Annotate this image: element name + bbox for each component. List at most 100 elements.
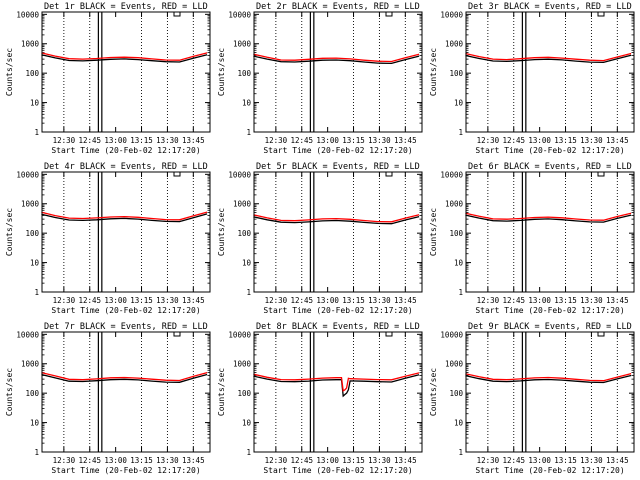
y-axis-label: Counts/sec bbox=[5, 368, 14, 416]
x-axis-label: Start Time (20-Feb-02 12:17:20) bbox=[51, 146, 200, 155]
series-line-events bbox=[41, 373, 208, 383]
x-tick-label: 12:45 bbox=[78, 136, 101, 145]
series-line-lld bbox=[253, 372, 420, 392]
x-tick-label: 13:45 bbox=[394, 456, 417, 465]
x-tick-label: 13:45 bbox=[182, 136, 205, 145]
y-tick-label: 100 bbox=[25, 389, 39, 398]
x-tick-label: 12:30 bbox=[53, 136, 76, 145]
x-tick-label: 13:45 bbox=[182, 456, 205, 465]
corner-marker bbox=[597, 12, 605, 17]
series-line-events bbox=[253, 55, 420, 65]
x-tick-label: 13:00 bbox=[316, 296, 339, 305]
y-tick-label: 10000 bbox=[440, 170, 463, 179]
chart-panel-5: Det 5r BLACK = Events, RED = LLD 1 10 100 10… bbox=[217, 162, 423, 315]
x-axis-label: Start Time (20-Feb-02 12:17:20) bbox=[475, 306, 624, 315]
y-tick-label: 1000 bbox=[233, 40, 252, 49]
x-tick-label: 13:45 bbox=[394, 296, 417, 305]
y-tick-label: 10000 bbox=[16, 170, 39, 179]
y-tick-label: 10000 bbox=[16, 10, 39, 19]
x-tick-label: 13:45 bbox=[394, 136, 417, 145]
x-tick-label: 13:15 bbox=[342, 456, 365, 465]
series-line-events bbox=[465, 54, 632, 64]
y-tick-label: 10 bbox=[242, 419, 252, 428]
chart-panel-6: Det 6r BLACK = Events, RED = LLD 1 10 100 10… bbox=[429, 162, 635, 315]
plot-frame bbox=[253, 11, 423, 133]
x-axis-label: Start Time (20-Feb-02 12:17:20) bbox=[51, 466, 200, 475]
y-tick-label: 1000 bbox=[21, 200, 40, 209]
series-line-lld bbox=[41, 371, 208, 382]
x-tick-label: 13:15 bbox=[130, 296, 153, 305]
x-tick-label: 12:45 bbox=[290, 136, 313, 145]
y-tick-label: 1000 bbox=[445, 360, 464, 369]
x-tick-label: 13:15 bbox=[554, 296, 577, 305]
plot-frame bbox=[253, 331, 423, 453]
y-tick-label: 1 bbox=[34, 448, 39, 457]
corner-marker bbox=[597, 332, 605, 337]
x-tick-label: 12:30 bbox=[477, 456, 500, 465]
x-tick-label: 13:00 bbox=[104, 136, 127, 145]
x-axis-label: Start Time (20-Feb-02 12:17:20) bbox=[51, 306, 200, 315]
y-tick-label: 10 bbox=[30, 419, 40, 428]
y-axis-label: Counts/sec bbox=[217, 48, 226, 96]
x-tick-label: 13:15 bbox=[342, 136, 365, 145]
y-tick-label: 10 bbox=[30, 99, 40, 108]
y-tick-label: 10000 bbox=[16, 330, 39, 339]
y-tick-label: 1000 bbox=[445, 200, 464, 209]
x-tick-label: 13:30 bbox=[368, 296, 391, 305]
plot-frame bbox=[465, 331, 635, 453]
x-tick-label: 12:45 bbox=[78, 456, 101, 465]
corner-marker bbox=[385, 12, 393, 17]
y-tick-label: 1 bbox=[458, 128, 463, 137]
chart-title: Det 2r BLACK = Events, RED = LLD bbox=[256, 2, 420, 12]
x-axis-label: Start Time (20-Feb-02 12:17:20) bbox=[263, 466, 412, 475]
corner-marker bbox=[385, 172, 393, 177]
y-tick-label: 10000 bbox=[440, 10, 463, 19]
y-axis-label: Counts/sec bbox=[5, 48, 14, 96]
x-tick-label: 13:30 bbox=[580, 456, 603, 465]
y-tick-label: 1 bbox=[246, 288, 251, 297]
x-tick-label: 13:45 bbox=[606, 136, 629, 145]
x-tick-label: 12:30 bbox=[53, 456, 76, 465]
chart-panel-1: Det 1r BLACK = Events, RED = LLD 1 10 100 10… bbox=[5, 2, 211, 155]
y-tick-label: 1 bbox=[246, 448, 251, 457]
y-tick-label: 10 bbox=[454, 259, 464, 268]
corner-marker bbox=[173, 172, 181, 177]
y-tick-label: 100 bbox=[237, 229, 251, 238]
series-line-events bbox=[41, 54, 208, 63]
x-tick-label: 13:30 bbox=[580, 296, 603, 305]
chart-title: Det 9r BLACK = Events, RED = LLD bbox=[468, 322, 632, 332]
y-axis-label: Counts/sec bbox=[5, 208, 14, 256]
x-tick-label: 13:00 bbox=[528, 296, 551, 305]
y-tick-label: 1 bbox=[458, 288, 463, 297]
x-tick-label: 13:30 bbox=[156, 456, 179, 465]
x-tick-label: 13:15 bbox=[554, 456, 577, 465]
series-line-lld bbox=[253, 214, 420, 223]
x-tick-label: 13:15 bbox=[130, 136, 153, 145]
plot-frame bbox=[253, 171, 423, 293]
x-tick-label: 12:30 bbox=[265, 136, 288, 145]
x-tick-label: 12:45 bbox=[290, 456, 313, 465]
x-tick-label: 13:00 bbox=[104, 456, 127, 465]
chart-title: Det 5r BLACK = Events, RED = LLD bbox=[256, 162, 420, 172]
series-line-events bbox=[465, 214, 632, 223]
plot-frame bbox=[465, 11, 635, 133]
chart-panel-9: Det 9r BLACK = Events, RED = LLD 1 10 100 10… bbox=[429, 322, 635, 475]
x-tick-label: 13:00 bbox=[316, 136, 339, 145]
y-tick-label: 100 bbox=[449, 389, 463, 398]
y-axis-label: Counts/sec bbox=[217, 368, 226, 416]
x-tick-label: 13:15 bbox=[554, 136, 577, 145]
x-tick-label: 12:45 bbox=[502, 296, 525, 305]
x-tick-label: 12:30 bbox=[477, 136, 500, 145]
y-tick-label: 10000 bbox=[228, 10, 251, 19]
x-tick-label: 13:30 bbox=[580, 136, 603, 145]
y-tick-label: 100 bbox=[25, 229, 39, 238]
y-tick-label: 1000 bbox=[21, 360, 40, 369]
x-tick-label: 12:30 bbox=[477, 296, 500, 305]
y-axis-label: Counts/sec bbox=[429, 368, 438, 416]
chart-panel-8: Det 8r BLACK = Events, RED = LLD 1 10 100 10… bbox=[217, 322, 423, 475]
x-tick-label: 13:30 bbox=[368, 456, 391, 465]
x-tick-label: 13:15 bbox=[130, 456, 153, 465]
series-line-lld bbox=[41, 52, 208, 61]
x-tick-label: 13:00 bbox=[528, 136, 551, 145]
plot-frame bbox=[41, 171, 211, 293]
